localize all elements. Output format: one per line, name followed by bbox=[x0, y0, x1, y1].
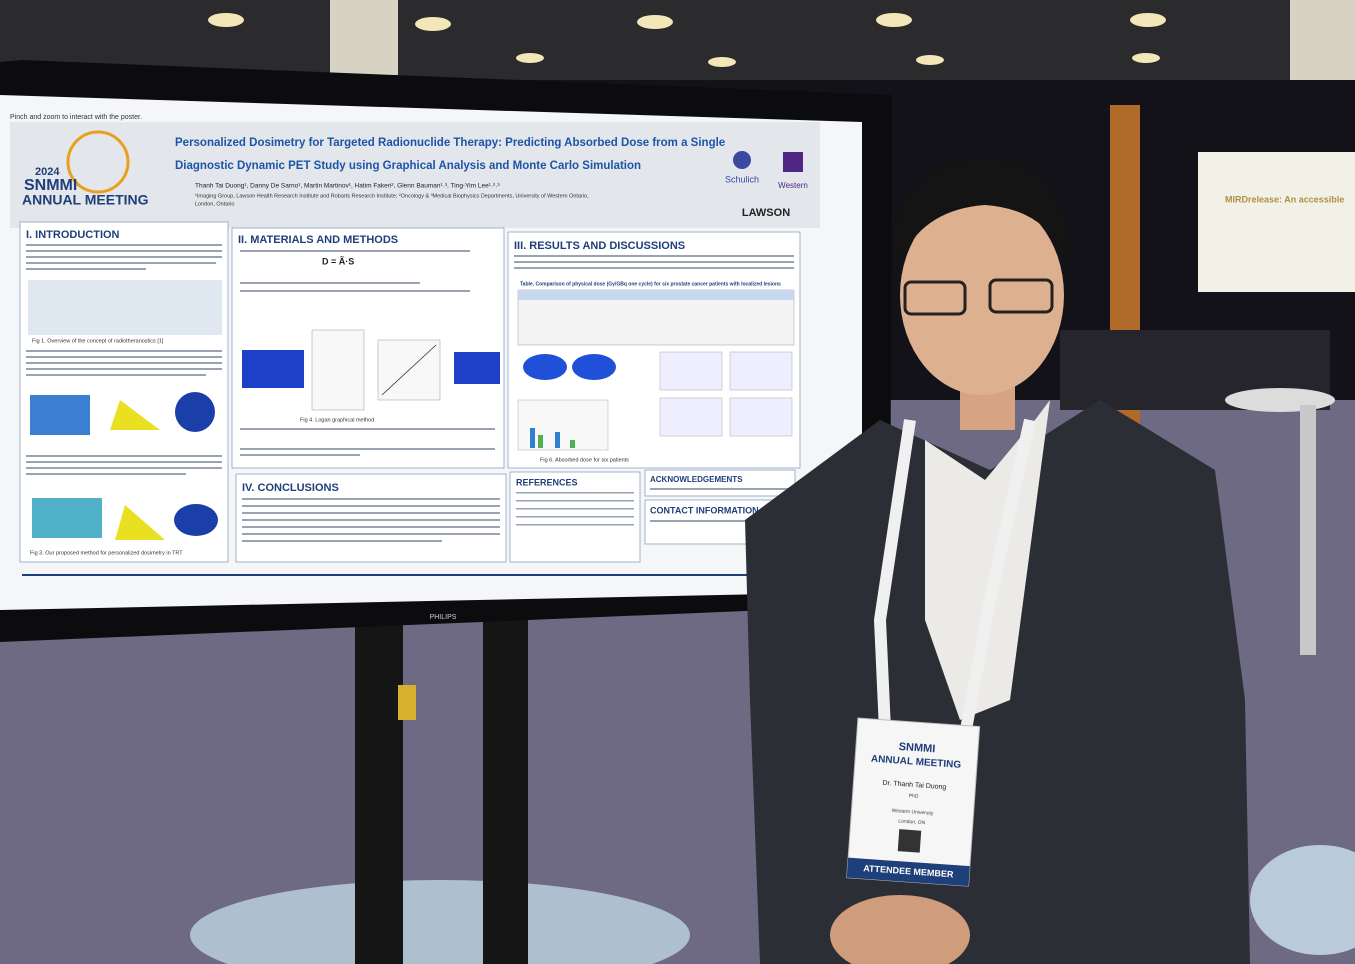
formula: D = Ã·S bbox=[322, 256, 354, 266]
badge-degree: PhD bbox=[909, 793, 920, 800]
institution: Western bbox=[778, 181, 808, 190]
logo-subtitle: ANNUAL MEETING bbox=[22, 192, 149, 208]
logo-emblem bbox=[66, 130, 130, 194]
section-heading: III. RESULTS AND DISCUSSIONS bbox=[514, 240, 685, 252]
lanyard bbox=[873, 419, 916, 731]
poster-title-line: Personalized Dosimetry for Targeted Radi… bbox=[175, 137, 725, 149]
stand-pole bbox=[355, 615, 403, 964]
ceiling-lights bbox=[208, 13, 1166, 67]
table-title: Table. Comparison of physical dose (Gy/G… bbox=[520, 281, 781, 287]
qr-code bbox=[897, 829, 922, 853]
hand bbox=[830, 895, 970, 964]
section-heading: REFERENCES bbox=[516, 477, 578, 487]
glasses bbox=[988, 278, 1054, 314]
section-heading: II. MATERIALS AND METHODS bbox=[238, 234, 398, 246]
background-screen-title: MIRDrelease: An accessible bbox=[1225, 194, 1344, 204]
glasses bbox=[903, 280, 967, 316]
badge-name: Dr. Thanh Tai Duong bbox=[882, 780, 946, 791]
western-logo bbox=[783, 152, 803, 172]
badge-event: SNMMI bbox=[898, 741, 935, 756]
screen-hint: Pinch and zoom to interact with the post… bbox=[10, 114, 142, 121]
badge: SNMMI ANNUAL MEETING Dr. Thanh Tai Duong… bbox=[846, 717, 981, 887]
institution: LAWSON bbox=[742, 207, 790, 219]
body-text-lines bbox=[26, 244, 794, 542]
poster-header bbox=[10, 122, 820, 228]
institution: Schulich bbox=[725, 174, 759, 184]
poster-affiliation: ¹Imaging Group, Lawson Health Research I… bbox=[195, 193, 589, 199]
badge-org: Western University bbox=[891, 808, 934, 817]
section-heading: ACKNOWLEDGEMENTS bbox=[650, 475, 743, 484]
table bbox=[1225, 388, 1335, 412]
monitor-brand: PHILIPS bbox=[430, 614, 457, 621]
stand-label bbox=[398, 685, 416, 720]
background-screen bbox=[1198, 152, 1355, 292]
section-heading: IV. CONCLUSIONS bbox=[242, 482, 339, 494]
figure-caption: Fig 1. Overview of the concept of radiot… bbox=[32, 338, 164, 344]
poster-affiliation: London, Ontario bbox=[195, 201, 234, 207]
section-heading: CONTACT INFORMATION bbox=[650, 505, 759, 515]
logo-year: 2024 bbox=[35, 166, 60, 178]
poster-footer-line bbox=[22, 574, 802, 576]
badge-band bbox=[846, 857, 970, 887]
schulich-logo bbox=[733, 151, 751, 169]
section-heading: I. INTRODUCTION bbox=[26, 229, 120, 241]
face bbox=[900, 195, 1064, 395]
figure-caption: Fig 6. Absorbed dose for six patients bbox=[540, 457, 629, 463]
stand-pole bbox=[483, 615, 528, 964]
table-base bbox=[1250, 845, 1355, 955]
figures bbox=[28, 280, 795, 540]
pillar bbox=[1290, 0, 1355, 80]
logo-name: SNMMI bbox=[24, 177, 77, 194]
table-leg bbox=[1300, 405, 1316, 655]
badge-city: London, ON bbox=[898, 818, 926, 826]
poster-authors: Thanh Tai Duong¹, Danny De Sarno¹, Marti… bbox=[195, 183, 500, 190]
poster-title-line: Diagnostic Dynamic PET Study using Graph… bbox=[175, 160, 641, 172]
lanyard bbox=[959, 418, 1036, 737]
pillar bbox=[330, 0, 398, 75]
stand-base bbox=[190, 880, 690, 964]
figure-caption: Fig 4. Logan graphical method bbox=[300, 417, 374, 423]
hair bbox=[893, 158, 1071, 275]
figure-caption: Fig 3. Our proposed method for personali… bbox=[30, 550, 183, 556]
